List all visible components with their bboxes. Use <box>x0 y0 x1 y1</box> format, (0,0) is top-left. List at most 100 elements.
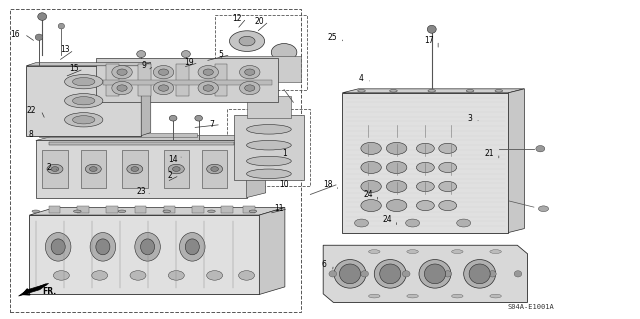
Ellipse shape <box>361 271 369 277</box>
Ellipse shape <box>38 13 47 20</box>
Text: 15: 15 <box>69 64 79 73</box>
Polygon shape <box>141 63 151 136</box>
Ellipse shape <box>439 162 457 173</box>
Ellipse shape <box>118 210 126 212</box>
Polygon shape <box>138 64 151 96</box>
Polygon shape <box>29 207 285 215</box>
Ellipse shape <box>417 162 435 173</box>
Ellipse shape <box>131 167 139 171</box>
Ellipse shape <box>65 93 103 108</box>
Ellipse shape <box>185 239 199 255</box>
Text: 5: 5 <box>219 50 223 59</box>
Ellipse shape <box>246 124 291 134</box>
Ellipse shape <box>387 142 407 154</box>
Ellipse shape <box>90 167 97 171</box>
Ellipse shape <box>228 80 239 87</box>
Bar <box>243 205 255 213</box>
Ellipse shape <box>361 199 381 211</box>
Ellipse shape <box>181 50 190 57</box>
Ellipse shape <box>407 294 419 298</box>
Ellipse shape <box>45 233 71 261</box>
Ellipse shape <box>467 90 474 92</box>
Ellipse shape <box>74 210 81 212</box>
Bar <box>106 205 118 213</box>
Polygon shape <box>26 66 141 136</box>
Polygon shape <box>97 58 278 102</box>
Polygon shape <box>29 215 259 294</box>
Ellipse shape <box>195 115 202 121</box>
Ellipse shape <box>464 260 495 288</box>
Ellipse shape <box>417 143 435 153</box>
Text: 8: 8 <box>29 130 34 138</box>
Text: 3: 3 <box>468 114 472 123</box>
Ellipse shape <box>203 69 213 75</box>
Ellipse shape <box>355 219 369 227</box>
Ellipse shape <box>417 200 435 211</box>
Ellipse shape <box>358 90 365 92</box>
Bar <box>39 132 197 137</box>
Ellipse shape <box>361 181 381 193</box>
Ellipse shape <box>244 85 255 91</box>
Text: 6: 6 <box>321 260 326 269</box>
Polygon shape <box>323 245 527 302</box>
Polygon shape <box>259 207 285 294</box>
Bar <box>221 205 232 213</box>
Text: 25: 25 <box>328 33 337 42</box>
Ellipse shape <box>168 164 184 174</box>
Text: 13: 13 <box>60 45 69 55</box>
Ellipse shape <box>329 271 337 277</box>
Polygon shape <box>202 150 227 188</box>
Ellipse shape <box>51 167 59 171</box>
Ellipse shape <box>244 69 255 75</box>
Ellipse shape <box>239 271 255 280</box>
Ellipse shape <box>490 250 501 254</box>
Ellipse shape <box>439 143 457 153</box>
Text: 11: 11 <box>274 204 284 213</box>
Ellipse shape <box>495 90 502 92</box>
Ellipse shape <box>207 271 223 280</box>
Ellipse shape <box>387 199 407 211</box>
Text: 2: 2 <box>46 163 51 172</box>
Text: 9: 9 <box>142 61 147 70</box>
Ellipse shape <box>179 233 205 261</box>
Ellipse shape <box>65 113 103 127</box>
Ellipse shape <box>141 239 155 255</box>
Ellipse shape <box>58 23 65 29</box>
Bar <box>49 205 60 213</box>
Ellipse shape <box>90 233 116 261</box>
Ellipse shape <box>154 81 173 95</box>
Ellipse shape <box>239 81 260 95</box>
Bar <box>214 15 307 90</box>
Text: 10: 10 <box>279 181 289 189</box>
Ellipse shape <box>469 264 490 284</box>
Polygon shape <box>106 64 119 96</box>
Ellipse shape <box>490 294 501 298</box>
Ellipse shape <box>428 25 436 33</box>
Polygon shape <box>221 56 301 82</box>
Ellipse shape <box>207 164 223 174</box>
Polygon shape <box>214 64 227 96</box>
Ellipse shape <box>424 264 445 284</box>
Ellipse shape <box>249 210 257 212</box>
Ellipse shape <box>361 161 381 174</box>
Ellipse shape <box>407 250 419 254</box>
Bar <box>77 205 89 213</box>
Ellipse shape <box>428 90 436 92</box>
Ellipse shape <box>390 90 397 92</box>
Ellipse shape <box>51 239 65 255</box>
Ellipse shape <box>72 97 95 105</box>
Ellipse shape <box>112 65 132 79</box>
Ellipse shape <box>32 210 40 212</box>
Ellipse shape <box>198 81 218 95</box>
Text: 19: 19 <box>184 58 194 67</box>
Ellipse shape <box>452 294 463 298</box>
Ellipse shape <box>239 65 260 79</box>
Polygon shape <box>246 96 291 118</box>
Text: 12: 12 <box>232 14 242 23</box>
Ellipse shape <box>92 271 108 280</box>
Bar <box>164 205 175 213</box>
Ellipse shape <box>239 36 255 46</box>
Polygon shape <box>246 136 266 197</box>
Polygon shape <box>36 136 266 140</box>
Polygon shape <box>508 89 524 233</box>
